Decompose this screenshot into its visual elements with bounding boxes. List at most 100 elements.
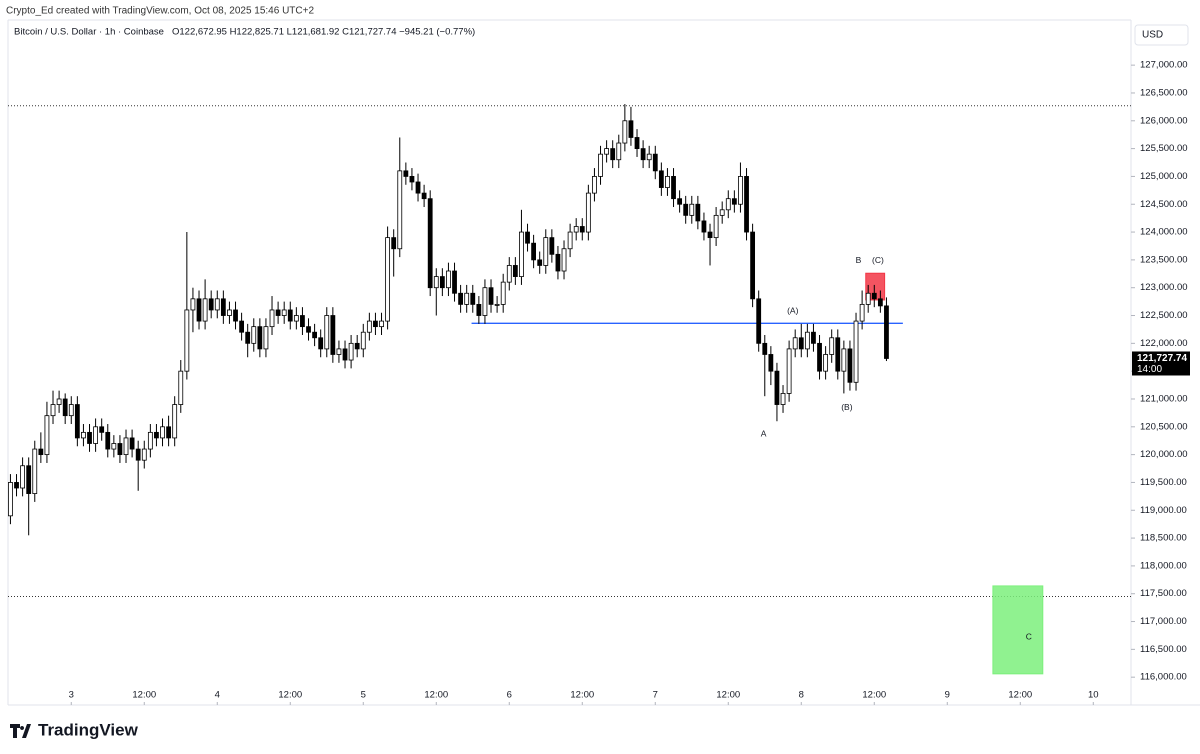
candle-body xyxy=(738,176,743,205)
y-tick-label: 125,000.00 xyxy=(1140,171,1188,182)
candle-body xyxy=(884,305,889,359)
candle-body xyxy=(373,320,378,328)
candle-body xyxy=(336,348,342,355)
candle-body xyxy=(847,348,853,383)
candle-body xyxy=(342,348,348,361)
candle-body xyxy=(652,153,658,172)
candle-body xyxy=(105,431,111,450)
wave-label: (B) xyxy=(841,402,853,412)
x-tick-label: 3 xyxy=(69,690,74,701)
wave-label: A xyxy=(761,428,767,438)
candle-body xyxy=(427,198,433,289)
y-tick-label: 118,000.00 xyxy=(1140,560,1187,571)
candle-body xyxy=(817,342,822,372)
candle-body xyxy=(227,309,232,316)
x-tick-label: 7 xyxy=(653,690,658,701)
currency[interactable]: USD xyxy=(1142,30,1163,41)
x-tick-label: 5 xyxy=(361,690,366,701)
currency-button[interactable] xyxy=(1134,24,1189,46)
countdown: 14:00 xyxy=(1137,364,1162,375)
candle-body xyxy=(628,120,634,138)
x-tick-label: 12:00 xyxy=(424,690,448,701)
candle-body xyxy=(823,354,829,372)
candle-body xyxy=(506,265,512,283)
candle-body xyxy=(415,181,421,194)
candle-body xyxy=(318,337,324,350)
candle-body xyxy=(859,303,865,322)
candle-body xyxy=(160,426,165,439)
y-tick-label: 126,500.00 xyxy=(1140,87,1188,98)
candle-body xyxy=(293,315,299,322)
candle-body xyxy=(780,393,786,405)
y-tick-label: 120,500.00 xyxy=(1140,421,1188,432)
candle-body xyxy=(397,170,403,250)
candle-body xyxy=(245,331,251,344)
candle-body xyxy=(610,148,616,161)
candle-body xyxy=(208,298,214,311)
candle-body xyxy=(683,203,689,216)
candle-body xyxy=(646,153,652,161)
candle-body xyxy=(129,437,135,450)
candle-body xyxy=(166,426,172,439)
candle-body xyxy=(214,298,220,311)
wave-label: (C) xyxy=(872,255,884,265)
candle-body xyxy=(403,170,409,177)
candle-body xyxy=(579,226,585,233)
candle-body xyxy=(379,320,384,328)
candle-body xyxy=(555,253,561,272)
candle-body xyxy=(713,214,719,239)
x-tick-label: 8 xyxy=(799,690,804,701)
candle-body xyxy=(701,220,707,233)
candle-body xyxy=(871,292,877,300)
candle-body xyxy=(135,448,141,461)
candle-body xyxy=(330,315,336,355)
candle-body xyxy=(786,348,792,394)
candle-body xyxy=(348,342,354,361)
candle-body xyxy=(525,231,530,244)
candle-body xyxy=(172,404,178,439)
candle-body xyxy=(81,431,86,439)
candle-body xyxy=(324,315,330,350)
x-tick-label: 12:00 xyxy=(278,690,302,701)
candle-body xyxy=(622,120,628,144)
candle-body xyxy=(93,426,99,444)
y-tick-label: 116,500.00 xyxy=(1140,644,1187,655)
candle-body xyxy=(421,192,427,200)
x-tick-label: 4 xyxy=(215,690,220,701)
x-tick-label: 12:00 xyxy=(132,690,156,701)
candle-body xyxy=(634,137,640,150)
wave-label: C xyxy=(1026,631,1032,641)
candle-body xyxy=(202,298,208,322)
y-tick-label: 123,500.00 xyxy=(1140,254,1188,265)
candle-body xyxy=(774,370,780,405)
candle-body xyxy=(756,298,762,344)
candle-body xyxy=(549,237,555,255)
x-tick-label: 9 xyxy=(945,690,950,701)
candle-body xyxy=(494,303,500,306)
candle-body xyxy=(707,231,713,239)
x-tick-label: 12:00 xyxy=(570,690,594,701)
candle-body xyxy=(792,337,798,350)
candle-body xyxy=(731,198,737,205)
candle-body xyxy=(804,331,810,350)
candle-body xyxy=(196,298,202,322)
x-tick-label: 10 xyxy=(1088,690,1099,701)
candle-body xyxy=(561,248,567,272)
candle-body xyxy=(543,237,549,266)
candle-body xyxy=(385,237,391,322)
candle-body xyxy=(865,292,871,305)
candle-body xyxy=(8,482,13,517)
candle-body xyxy=(433,276,439,289)
candle-body xyxy=(38,448,44,456)
candle-body xyxy=(725,198,731,211)
x-tick-label: 6 xyxy=(507,690,512,701)
candle-body xyxy=(573,226,579,233)
candle-body xyxy=(768,354,774,372)
candle-body xyxy=(458,292,464,305)
candle-body xyxy=(269,309,275,328)
candle-body xyxy=(257,326,263,350)
candle-body xyxy=(275,309,281,316)
candle-body xyxy=(360,331,366,350)
candle-body xyxy=(20,465,26,489)
